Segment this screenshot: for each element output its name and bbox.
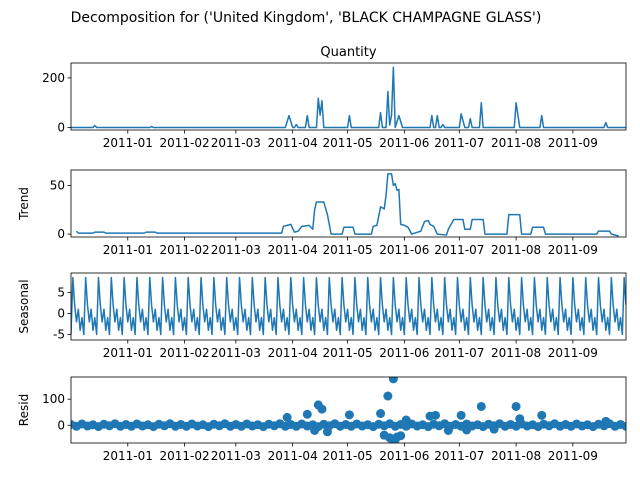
y-axis-label: Resid	[17, 394, 31, 426]
resid-point	[511, 401, 521, 411]
y-tick-label: -5	[53, 328, 65, 342]
y-tick-label: 200	[42, 71, 65, 85]
x-tick-label: 2011-07	[434, 346, 484, 360]
x-tick-label: 2011-01	[103, 346, 153, 360]
panel-title: Quantity	[320, 45, 376, 60]
y-tick-label: 0	[57, 306, 65, 320]
x-tick-label: 2011-07	[434, 136, 484, 150]
resid-point	[489, 424, 499, 434]
x-tick-label: 2011-02	[159, 449, 209, 463]
x-tick-label: 2011-03	[211, 449, 261, 463]
y-tick-label: 100	[42, 392, 65, 406]
x-tick-label: 2011-03	[211, 346, 261, 360]
y-axis-label: Seasonal	[17, 279, 31, 333]
x-tick-label: 2011-09	[548, 449, 598, 463]
x-tick-label: 2011-05	[323, 346, 373, 360]
x-tick-label: 2011-06	[379, 346, 429, 360]
resid-point	[621, 421, 626, 431]
resid-point	[462, 425, 472, 435]
x-tick-label: 2011-08	[491, 136, 541, 150]
resid-point	[431, 410, 441, 420]
resid-point	[317, 404, 327, 414]
x-tick-label: 2011-06	[379, 449, 429, 463]
y-axis-label: Trend	[17, 187, 31, 221]
x-tick-label: 2011-09	[548, 346, 598, 360]
x-tick-label: 2011-04	[268, 449, 318, 463]
x-tick-label: 2011-07	[434, 243, 484, 257]
resid-point	[310, 425, 320, 435]
resid-point	[322, 427, 332, 437]
x-tick-label: 2011-07	[434, 449, 484, 463]
x-tick-label: 2011-09	[548, 136, 598, 150]
x-tick-label: 2011-06	[379, 136, 429, 150]
resid-point	[282, 412, 292, 422]
x-tick-label: 2011-06	[379, 243, 429, 257]
x-tick-label: 2011-01	[103, 243, 153, 257]
resid-point	[388, 377, 398, 384]
x-tick-label: 2011-08	[491, 346, 541, 360]
axes-frame	[70, 376, 627, 444]
resid-point	[383, 391, 393, 401]
x-tick-label: 2011-01	[103, 136, 153, 150]
x-tick-label: 2011-02	[159, 346, 209, 360]
resid-point	[344, 410, 354, 420]
x-tick-label: 2011-04	[268, 136, 318, 150]
resid-point	[376, 409, 386, 419]
y-tick-label: 0	[57, 121, 65, 135]
x-tick-label: 2011-01	[103, 449, 153, 463]
resid-point	[515, 414, 525, 424]
resid-point	[537, 410, 547, 420]
x-tick-label: 2011-09	[548, 243, 598, 257]
resid-point	[476, 401, 486, 411]
panel-2: Trend 0 50 2011-01 2011-02 2011-03 2011-04 2011…	[17, 169, 627, 257]
series-line	[71, 276, 626, 336]
y-tick-label: 5	[57, 285, 65, 299]
x-tick-label: 2011-04	[268, 243, 318, 257]
panel-1: Quantity 0 200 2011-01 2011-02 2011-03 2011-04…	[42, 45, 627, 150]
series-line	[71, 66, 626, 129]
x-tick-label: 2011-05	[323, 136, 373, 150]
x-tick-label: 2011-08	[491, 243, 541, 257]
resid-point	[443, 425, 453, 435]
x-tick-label: 2011-05	[323, 243, 373, 257]
resid-point	[401, 415, 411, 425]
x-tick-label: 2011-04	[268, 346, 318, 360]
axes-frame	[70, 169, 627, 238]
panel-4: Resid 0 100 2011-01 2011-02 2011-03 2011-04 201…	[17, 376, 627, 463]
x-tick-label: 2011-02	[159, 243, 209, 257]
y-tick-label: 50	[50, 179, 65, 193]
y-tick-label: 0	[57, 227, 65, 241]
x-tick-label: 2011-03	[211, 136, 261, 150]
y-tick-label: 0	[57, 418, 65, 432]
x-tick-label: 2011-05	[323, 449, 373, 463]
series-line	[75, 173, 619, 237]
axes-frame	[70, 272, 627, 341]
resid-point	[396, 431, 406, 441]
x-tick-label: 2011-03	[211, 243, 261, 257]
resid-point	[302, 409, 312, 419]
panel-3: Seasonal -5 0 5 2011-01 2011-02 2011-03 2011-04…	[17, 272, 627, 360]
axes-frame	[70, 62, 627, 131]
figure-suptitle: Decomposition for ('United Kingdom', 'BL…	[71, 10, 542, 26]
resid-point	[456, 410, 466, 420]
resid-point	[601, 416, 611, 426]
x-tick-label: 2011-08	[491, 449, 541, 463]
x-tick-label: 2011-02	[159, 136, 209, 150]
